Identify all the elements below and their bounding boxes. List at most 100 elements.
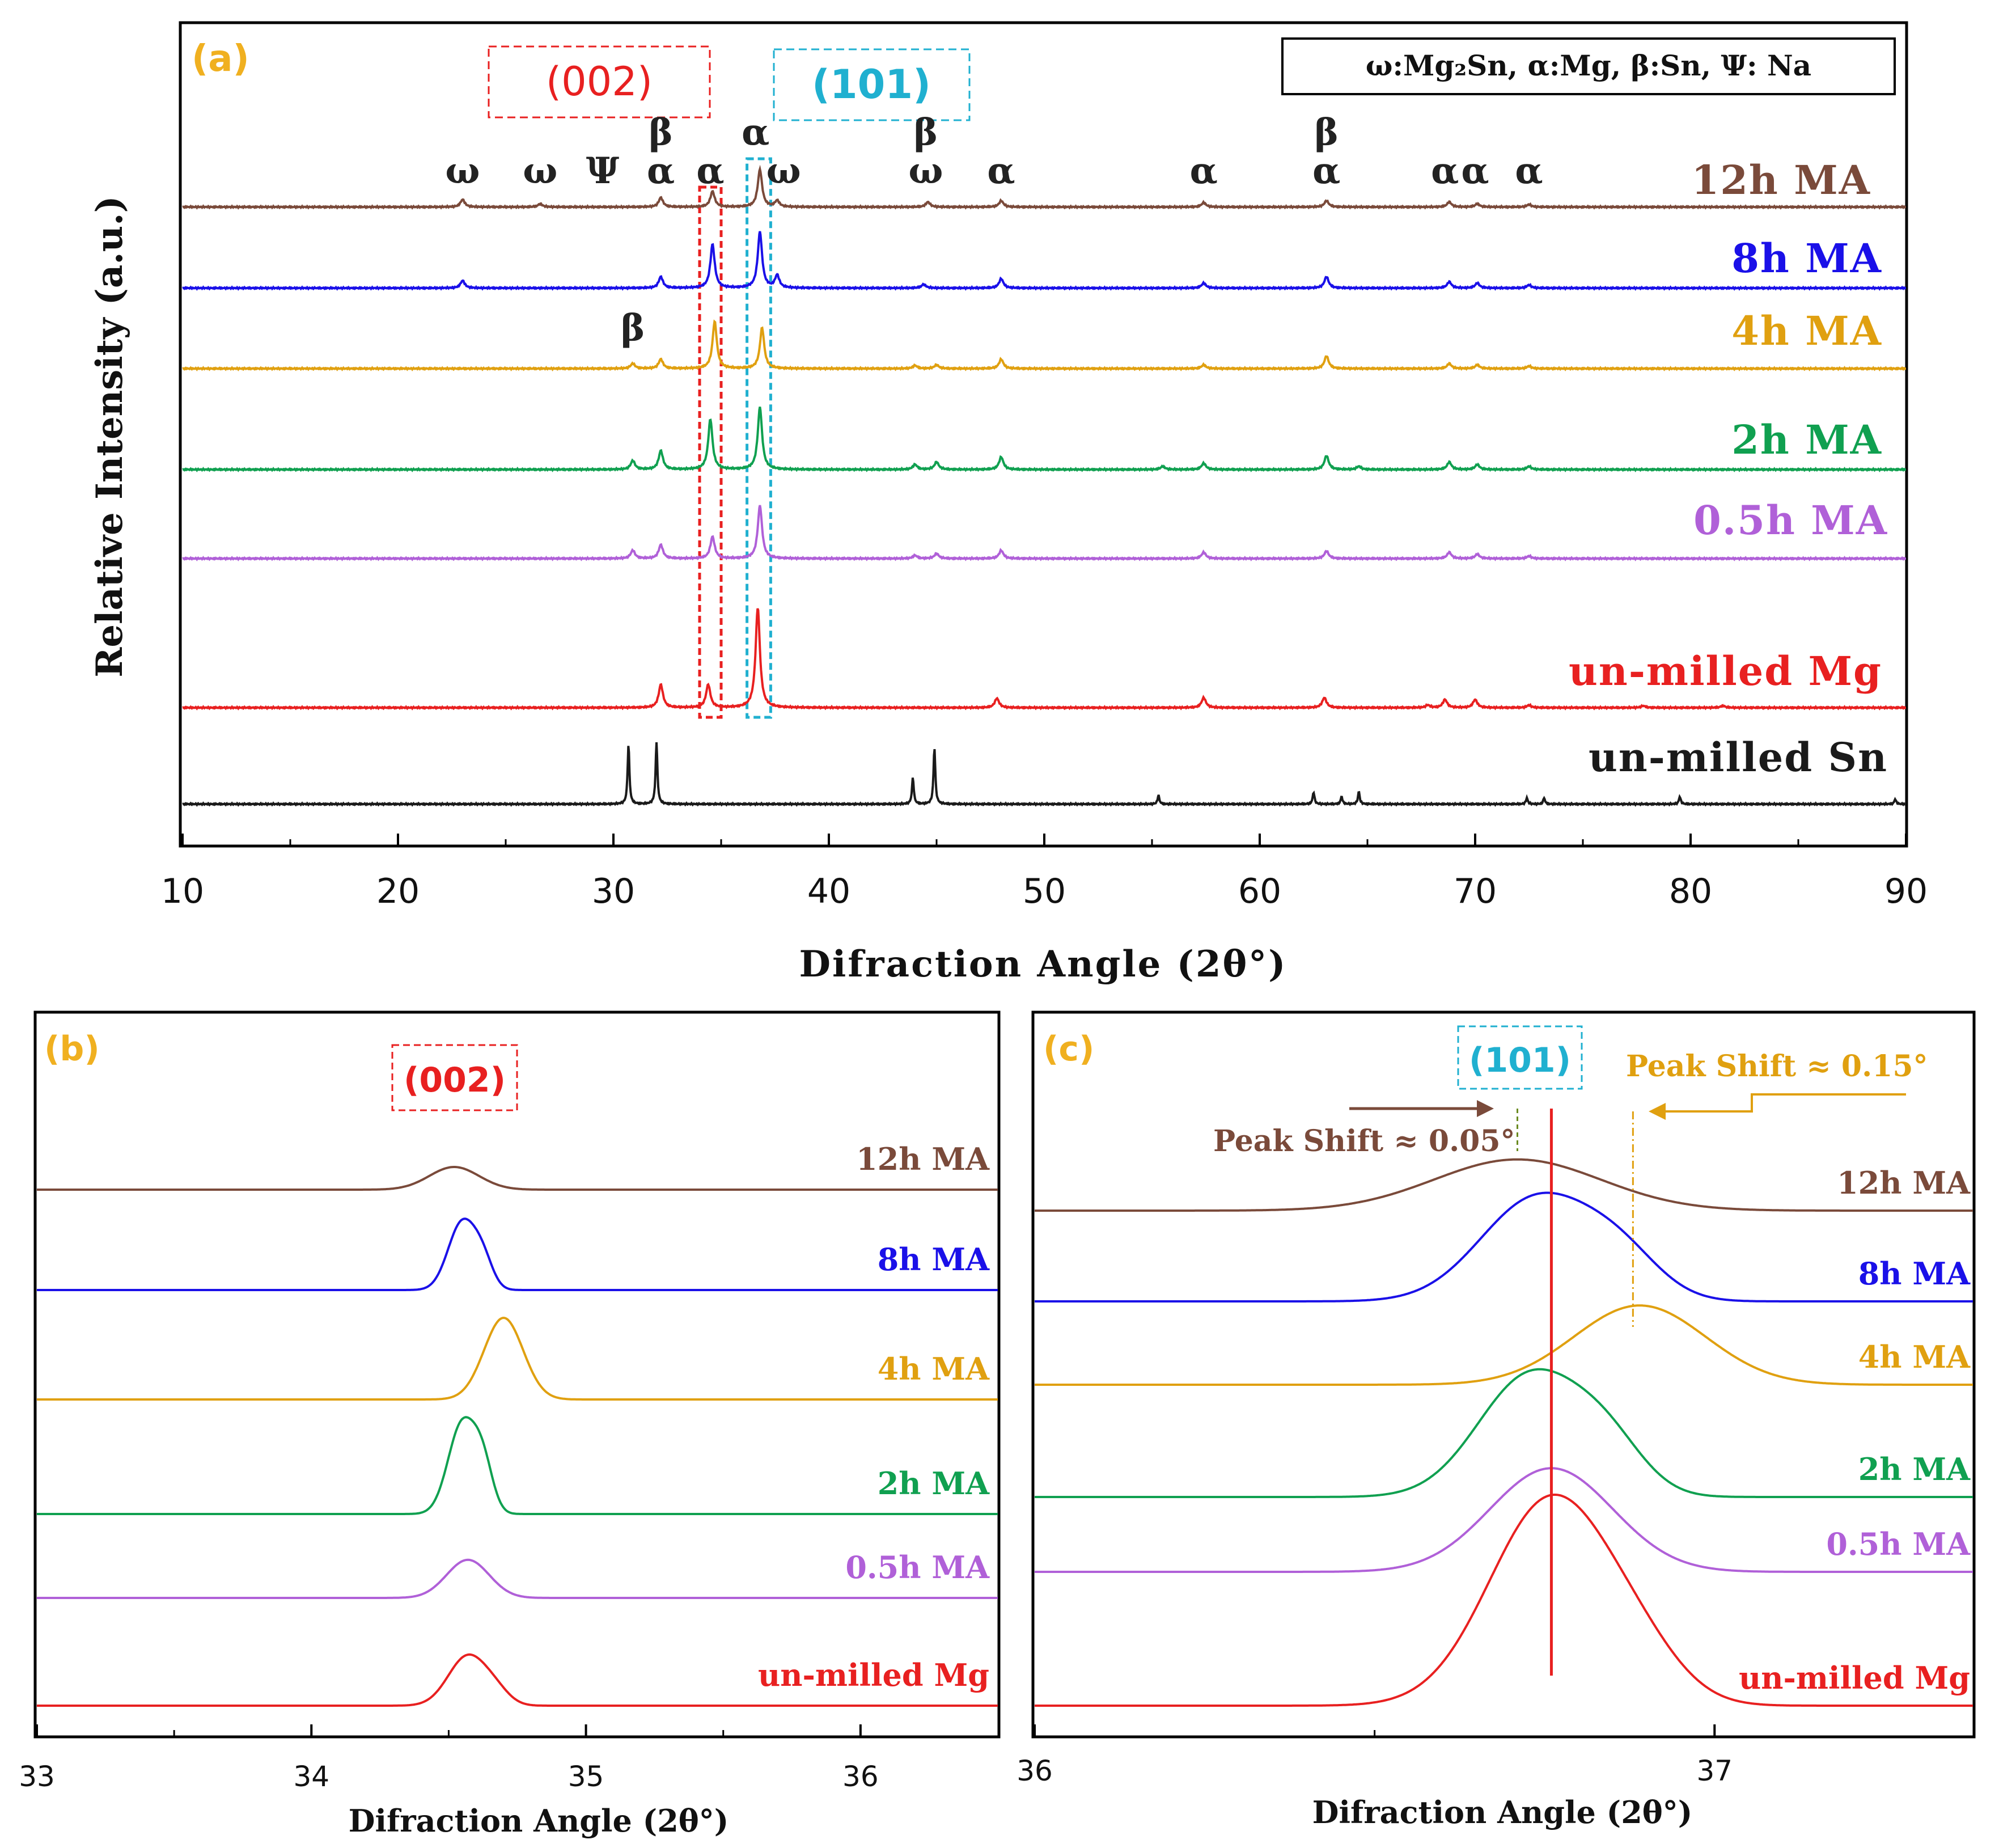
phase-annotation-0: ω: [446, 150, 480, 192]
series-line-8h-ma: [182, 231, 1906, 291]
xtick-label-40: 40: [807, 872, 850, 911]
zoom-series-label-12h-ma: 12h MA: [1837, 1165, 1971, 1201]
panel-b: (b) (002) 12h MA 8h MA 4h MA 2h MA 0.5h MA un…: [19, 1010, 1001, 1839]
phase-annotation-3: β: [649, 111, 673, 154]
phase-annotation-17: β: [621, 307, 645, 349]
series-label-2h-ma: 2h MA: [1731, 416, 1882, 463]
zoom-series-label-0-5h-ma: 0.5h MA: [1826, 1526, 1971, 1562]
phase-annotation-15: α: [1461, 150, 1489, 192]
zoom-series-label-un-milled-mg: un-milled Mg: [758, 1657, 989, 1693]
zoom-xtick-label-36: 36: [842, 1760, 879, 1793]
phase-annotation-9: ω: [909, 150, 943, 192]
shift-arrowhead-right: [1649, 1103, 1666, 1120]
zoom-series-label-un-milled-mg: un-milled Mg: [1739, 1660, 1970, 1696]
panel-b-xlabel: Difraction Angle (2θ°): [349, 1803, 729, 1839]
zoom-series-label-0-5h-ma: 0.5h MA: [845, 1549, 990, 1585]
panel-c-xlabel: Difraction Angle (2θ°): [1312, 1794, 1693, 1830]
series-line-un-milled-sn: [182, 742, 1906, 807]
panel-a-ylabel: Relative Intensity (a.u.): [88, 196, 131, 678]
zoom-series-label-4h-ma: 4h MA: [878, 1351, 990, 1387]
zoom-series-line-un-milled-mg: [37, 1653, 998, 1707]
panel-c-label-101: (101): [1469, 1041, 1571, 1080]
zoom-series-line-2h-ma: [1035, 1368, 1973, 1498]
xtick-label-60: 60: [1238, 872, 1281, 911]
phase-annotation-2: Ψ: [586, 150, 620, 192]
panel-a-xlabel: Difraction Angle (2θ°): [799, 943, 1288, 986]
panel-c-label-101-box: [1457, 1025, 1583, 1090]
panel-a-xticks: 10 20 30 40 50 60 70 80 90: [161, 834, 1928, 911]
zoom-xtick-label-34: 34: [293, 1760, 329, 1793]
zoom-series-line-8h-ma: [1035, 1191, 1973, 1303]
panel-b-frame: [33, 1010, 1001, 1739]
series-label-4h-ma: 4h MA: [1731, 307, 1882, 354]
panel-b-label-002-box: [391, 1044, 518, 1111]
zoom-xtick-label-36: 36: [1017, 1754, 1053, 1787]
xtick-label-70: 70: [1454, 872, 1497, 911]
label-101-box: [773, 48, 971, 121]
series-label-12h-ma: 12h MA: [1692, 157, 1871, 204]
zoom-series-line-8h-ma: [37, 1217, 998, 1291]
phase-annotation-12: β: [1315, 111, 1339, 154]
zoom-series-line-4h-ma: [37, 1317, 998, 1401]
phase-annotation-6: α: [742, 111, 769, 154]
series-label-8h-ma: 8h MA: [1731, 235, 1882, 282]
highlight-002-region: [698, 185, 723, 719]
zoom-series-label-8h-ma: 8h MA: [878, 1241, 990, 1278]
label-002-box: [488, 45, 711, 119]
phase-annotation-14: α: [1431, 150, 1459, 192]
panel-b-xticks: 33 34 35 36: [19, 1724, 879, 1793]
highlight-101-region: [746, 157, 772, 719]
phase-annotation-11: α: [1190, 150, 1218, 192]
panel-a-plot: 12h MA 8h MA 4h MA 2h MA 0.5h MA un-milled Mg…: [182, 111, 1906, 807]
label-002: (002): [546, 58, 653, 105]
legend-text: ω:Mg₂Sn, α:Mg, β:Sn, Ψ: Na: [1366, 49, 1811, 82]
zoom-series-label-2h-ma: 2h MA: [878, 1465, 990, 1502]
phase-annotation-16: α: [1515, 150, 1543, 192]
panel-c-plot: 12h MA 8h MA 4h MA 2h MA 0.5h MA un-milled Mg…: [1035, 1049, 1973, 1707]
phase-annotation-7: ω: [766, 150, 801, 192]
series-label-un-milled-mg: un-milled Mg: [1569, 648, 1882, 695]
panel-b-plot: 12h MA 8h MA 4h MA 2h MA 0.5h MA un-milled Mg: [37, 1141, 998, 1707]
zoom-series-label-12h-ma: 12h MA: [856, 1141, 990, 1177]
panel-c-label: (c): [1043, 1029, 1094, 1069]
panel-a-frame: [179, 21, 1908, 848]
xtick-label-30: 30: [592, 872, 635, 911]
shift-label-left: Peak Shift ≈ 0.05°: [1213, 1124, 1515, 1158]
panel-c-xticks: 36 37: [1017, 1724, 1733, 1787]
zoom-xtick-label-33: 33: [19, 1760, 55, 1793]
panel-b-label: (b): [44, 1029, 100, 1069]
series-line-2h-ma: [182, 407, 1906, 472]
series-label-un-milled-sn: un-milled Sn: [1589, 734, 1888, 781]
legend-box: [1281, 37, 1896, 95]
series-line-0-5h-ma: [182, 505, 1906, 561]
zoom-series-line-un-milled-mg: [1035, 1494, 1973, 1707]
series-line-4h-ma: [182, 319, 1906, 371]
phase-annotation-10: α: [987, 150, 1015, 192]
zoom-series-line-12h-ma: [37, 1166, 998, 1191]
xtick-label-20: 20: [376, 872, 420, 911]
phase-annotation-8: β: [914, 111, 938, 154]
panel-a-label: (a): [192, 38, 249, 80]
zoom-series-line-4h-ma: [1035, 1304, 1973, 1386]
zoom-series-line-0-5h-ma: [1035, 1467, 1973, 1573]
zoom-xtick-label-37: 37: [1696, 1754, 1733, 1787]
zoom-series-label-8h-ma: 8h MA: [1858, 1255, 1971, 1292]
zoom-series-line-2h-ma: [37, 1416, 998, 1515]
shift-arrow-right: [1661, 1093, 1906, 1113]
phase-annotation-13: α: [1312, 150, 1340, 192]
label-101: (101): [812, 61, 931, 108]
phase-annotation-1: ω: [523, 150, 557, 192]
zoom-series-line-0-5h-ma: [37, 1558, 998, 1599]
zoom-series-label-4h-ma: 4h MA: [1858, 1339, 1971, 1375]
zoom-xtick-label-35: 35: [568, 1760, 604, 1793]
zoom-series-label-2h-ma: 2h MA: [1858, 1451, 1971, 1487]
xtick-label-50: 50: [1023, 872, 1066, 911]
series-label-0-5h-ma: 0.5h MA: [1693, 497, 1888, 544]
xtick-label-10: 10: [161, 872, 204, 911]
phase-annotation-5: α: [696, 150, 724, 192]
series-line-12h-ma: [182, 164, 1906, 210]
panel-b-label-002: (002): [404, 1060, 506, 1100]
panel-c: (c) (101) 12h MA 8h MA 4h MA 2h MA 0.5h MA un…: [1017, 1010, 1976, 1830]
xtick-label-80: 80: [1669, 872, 1712, 911]
